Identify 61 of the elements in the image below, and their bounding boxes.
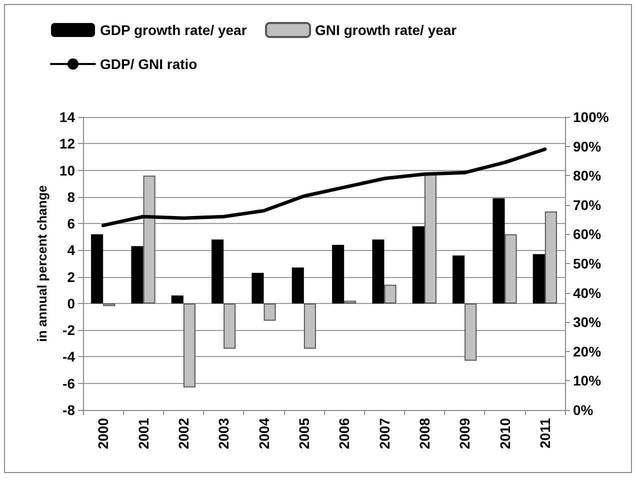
bar bbox=[332, 244, 344, 304]
y-tick-label: 6 bbox=[67, 216, 76, 232]
y2-tick-label: 20% bbox=[573, 343, 602, 360]
bar bbox=[292, 267, 304, 304]
legend-label: GDP/ GNI ratio bbox=[100, 56, 198, 72]
x-tick-label: 2003 bbox=[216, 418, 232, 450]
x-tick-label: 2010 bbox=[496, 418, 513, 450]
x-tick-label: 2002 bbox=[175, 418, 192, 450]
x-tick-label: 2008 bbox=[416, 418, 432, 450]
bar bbox=[544, 212, 557, 304]
y2-tick-label: 10% bbox=[573, 372, 602, 389]
y-tick-label: 0 bbox=[67, 295, 76, 312]
bar bbox=[224, 303, 236, 349]
y-axis-title: in annual percent change bbox=[34, 185, 50, 342]
bar bbox=[412, 226, 424, 304]
y2-tick-label: 90% bbox=[573, 138, 602, 154]
y-tick-label: 10 bbox=[59, 162, 76, 178]
y2-tick-label: 0% bbox=[573, 402, 594, 418]
bar bbox=[264, 303, 276, 321]
x-tick-label: 2009 bbox=[456, 418, 473, 450]
x-tick-label: 2011 bbox=[536, 418, 553, 448]
bar bbox=[304, 303, 316, 349]
x-tick-label: 2006 bbox=[336, 418, 352, 450]
y2-tick-label: 80% bbox=[573, 168, 602, 184]
bar bbox=[131, 246, 144, 304]
y-tick-label: -2 bbox=[62, 322, 76, 338]
bar bbox=[372, 240, 384, 304]
legend-label: GNI growth rate/ year bbox=[315, 22, 458, 38]
x-tick-label: 2004 bbox=[256, 418, 272, 450]
y2-tick-label: 100% bbox=[573, 109, 610, 125]
bar bbox=[532, 254, 545, 304]
bar bbox=[143, 176, 156, 304]
y2-tick-label: 70% bbox=[573, 196, 602, 213]
bar bbox=[492, 198, 505, 304]
bar bbox=[384, 284, 396, 304]
bar bbox=[252, 272, 264, 304]
bar bbox=[183, 303, 196, 388]
y-tick-label: 8 bbox=[67, 188, 76, 205]
y-tick-label: -8 bbox=[62, 402, 76, 418]
y-tick-label: -6 bbox=[62, 375, 76, 392]
line-series bbox=[101, 147, 547, 228]
x-tick-label: 2005 bbox=[296, 418, 312, 450]
y-tick-label: 12 bbox=[59, 136, 76, 152]
legend-label: GDP growth rate/ year bbox=[100, 22, 248, 38]
y-tick-label: -4 bbox=[62, 348, 76, 365]
y-tick-label: 4 bbox=[67, 242, 76, 258]
bar bbox=[91, 234, 104, 304]
bar bbox=[504, 234, 517, 304]
bar bbox=[212, 240, 224, 304]
bar bbox=[464, 303, 477, 361]
y2-tick-label: 40% bbox=[573, 284, 602, 301]
y2-tick-label: 60% bbox=[573, 226, 602, 242]
x-tick-label: 2001 bbox=[135, 418, 152, 450]
x-tick-label: 2000 bbox=[95, 418, 112, 450]
bar bbox=[171, 295, 184, 304]
y-tick-label: 2 bbox=[67, 268, 76, 285]
y-tick-label: 14 bbox=[59, 109, 76, 125]
x-tick-label: 2007 bbox=[376, 418, 392, 450]
y2-tick-label: 50% bbox=[573, 256, 602, 272]
bar bbox=[452, 256, 465, 304]
y2-tick-label: 30% bbox=[573, 314, 602, 330]
